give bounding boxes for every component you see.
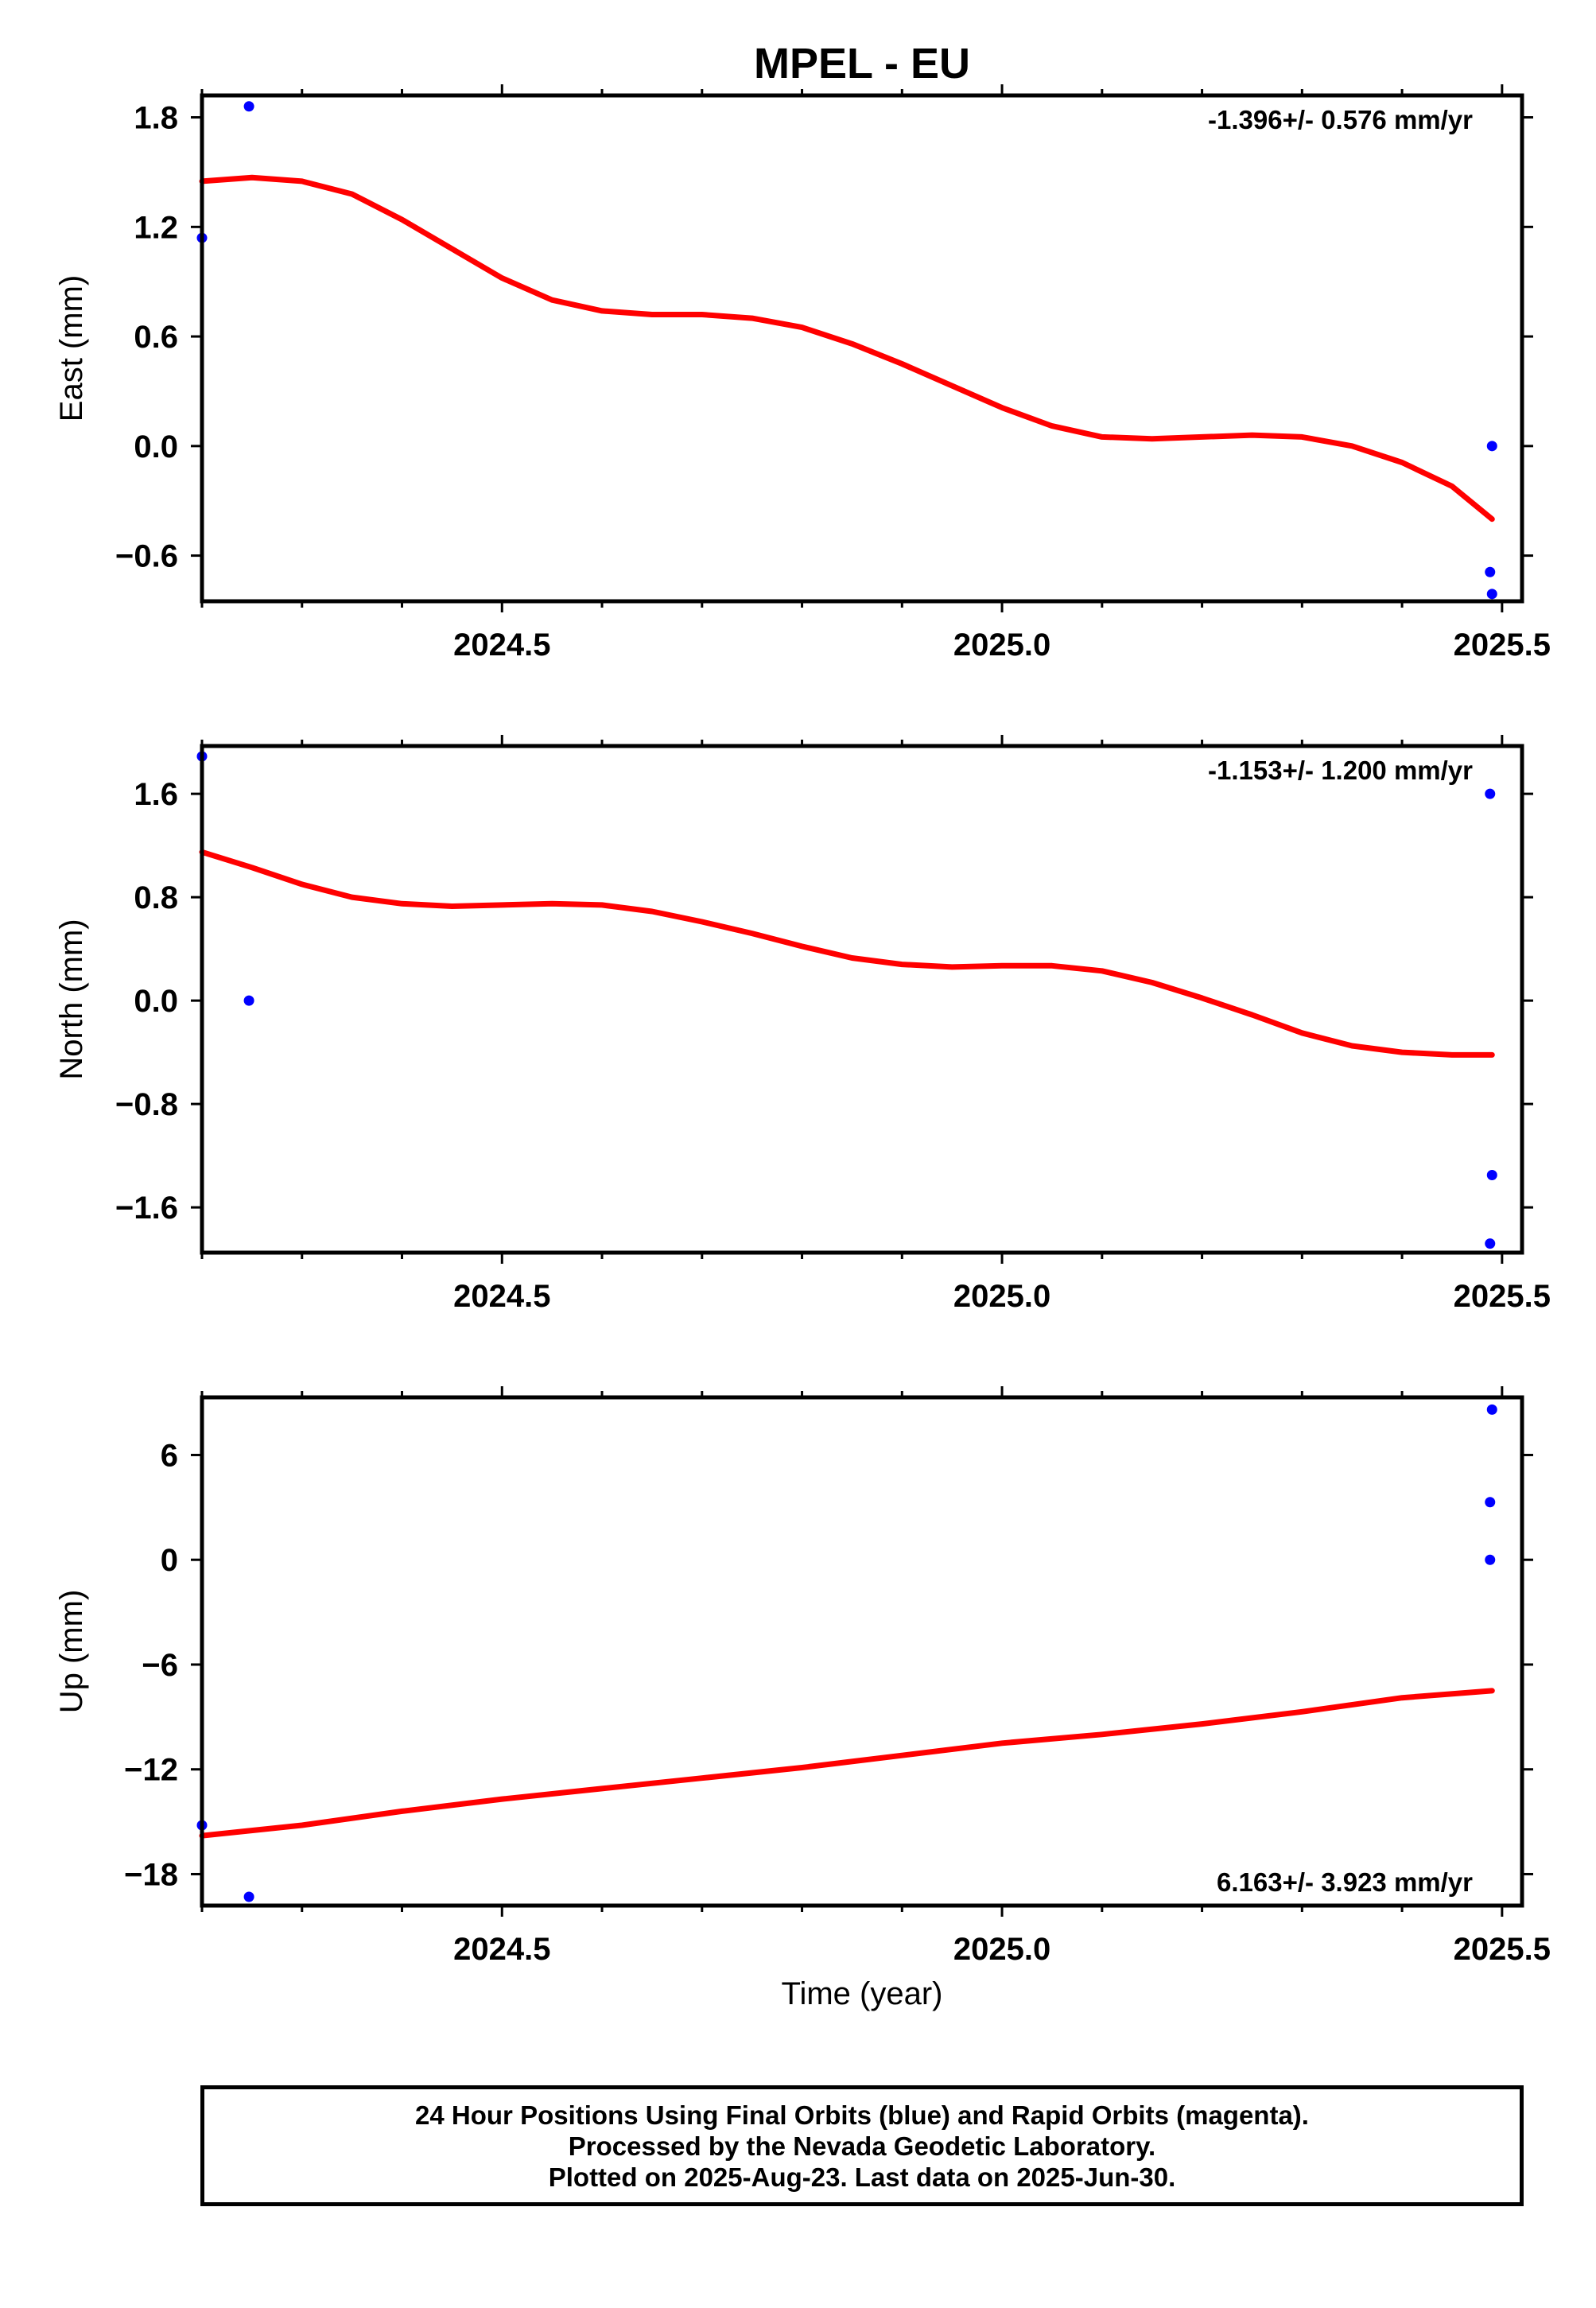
caption-line-2: Processed by the Nevada Geodetic Laborat…: [568, 2131, 1156, 2161]
caption-line-3: Plotted on 2025-Aug-23. Last data on 202…: [548, 2162, 1176, 2192]
data-point: [1486, 441, 1497, 452]
data-point: [1486, 589, 1497, 600]
y-tick-label: −12: [124, 1753, 178, 1788]
x-tick-label: 2025.5: [1454, 1932, 1551, 1967]
x-tick-label: 2024.5: [453, 1932, 550, 1967]
x-tick-label: 2025.0: [953, 1279, 1050, 1314]
y-tick-label: 0.6: [134, 320, 178, 355]
y-tick-label: 1.6: [134, 777, 178, 812]
x-tick-label: 2025.0: [953, 1932, 1050, 1967]
panel-up: 2024.5 2025.0 2025.5 6 0 −6 −12 −18 Up (mm) 6.163…: [54, 1386, 1551, 1967]
y-tick-label: 0.0: [134, 984, 178, 1019]
rate-label: -1.396+/- 0.576 mm/yr: [1208, 105, 1473, 134]
data-point: [1485, 1497, 1496, 1508]
data-point: [1485, 1554, 1496, 1565]
y-tick-label: 1.8: [134, 101, 178, 136]
data-point: [243, 101, 254, 112]
data-point: [1485, 1238, 1496, 1249]
caption-box: 24 Hour Positions Using Final Orbits (bl…: [200, 2085, 1524, 2206]
y-tick-label: 0.0: [134, 429, 178, 464]
x-tick-label: 2025.5: [1454, 1279, 1551, 1314]
y-tick-label: −0.6: [115, 539, 178, 574]
x-tick-label: 2024.5: [453, 1279, 550, 1314]
trend-line: [199, 849, 1495, 1058]
y-axis-label: Up (mm): [54, 1590, 89, 1714]
plot-frame: [200, 93, 1524, 604]
x-axis-label: Time (year): [782, 1976, 943, 2011]
y-tick-label: −18: [124, 1857, 178, 1892]
y-axis-label: North (mm): [54, 919, 89, 1079]
rate-label: -1.153+/- 1.200 mm/yr: [1208, 756, 1473, 785]
y-tick-label: 6: [161, 1438, 178, 1473]
trend-line: [199, 174, 1495, 523]
chart-title: MPEL - EU: [754, 40, 970, 87]
data-point: [1485, 566, 1496, 577]
data-point: [243, 995, 254, 1006]
data-point: [1485, 788, 1496, 799]
data-point: [1486, 1404, 1497, 1415]
panel-east: 2024.5 2025.0 2025.5 1.8 1.2 0.6 0.0 −0.6 East (…: [54, 84, 1551, 662]
x-tick-label: 2025.0: [953, 628, 1050, 662]
rate-label: 6.163+/- 3.923 mm/yr: [1217, 1867, 1473, 1897]
trend-line: [199, 1688, 1495, 1839]
x-tick-label: 2025.5: [1454, 628, 1551, 662]
y-tick-label: 0.8: [134, 880, 178, 915]
y-tick-label: −1.6: [115, 1191, 178, 1226]
panel-north: 2024.5 2025.0 2025.5 1.6 0.8 0.0 −0.8 −1.6 North…: [54, 735, 1551, 1314]
y-tick-label: 1.2: [134, 210, 178, 245]
plot-frame: [200, 1395, 1524, 1908]
data-point: [1486, 1170, 1497, 1180]
y-tick-label: −6: [142, 1648, 178, 1683]
data-point: [243, 1891, 254, 1902]
y-tick-label: 0: [161, 1543, 178, 1578]
y-axis-label: East (mm): [54, 275, 89, 422]
plot-frame: [200, 744, 1524, 1255]
caption-line-1: 24 Hour Positions Using Final Orbits (bl…: [415, 2100, 1309, 2130]
x-tick-label: 2024.5: [453, 628, 550, 662]
y-tick-label: −0.8: [115, 1087, 178, 1122]
